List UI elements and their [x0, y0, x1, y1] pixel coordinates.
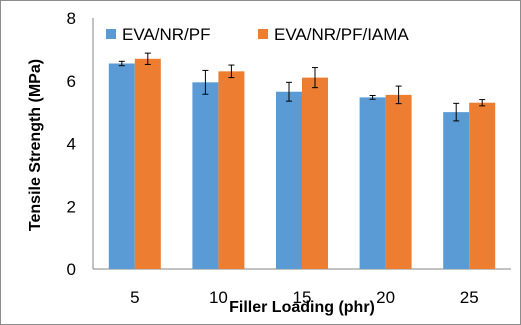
legend-label-eva-nr-pf-iama: EVA/NR/PF/IAMA [274, 25, 409, 44]
y-tick-label: 6 [67, 72, 76, 91]
bar [443, 112, 470, 269]
legend-label-eva-nr-pf: EVA/NR/PF [122, 25, 210, 44]
y-tick-labels: 0 2 4 6 8 [67, 9, 76, 279]
x-tick-label: 10 [209, 288, 228, 307]
x-tick-label: 20 [376, 288, 395, 307]
legend: EVA/NR/PF EVA/NR/PF/IAMA [106, 25, 409, 44]
y-tick-label: 2 [67, 197, 76, 216]
bar [134, 58, 161, 269]
x-tick-labels: 5 10 15 20 25 [130, 288, 479, 307]
bar [385, 94, 412, 270]
bar [218, 71, 245, 270]
x-tick-label: 5 [130, 288, 139, 307]
bar [302, 77, 328, 269]
bar [359, 97, 386, 269]
y-axis-title: Tensile Strength (MPa) [27, 59, 44, 231]
bars [108, 58, 496, 270]
y-tick-label: 0 [67, 260, 76, 279]
legend-swatch-eva-nr-pf [106, 29, 116, 39]
bar [108, 63, 135, 270]
bar [192, 82, 219, 269]
legend-swatch-eva-nr-pf-iama [258, 29, 268, 39]
x-axis-title: Filler Loading (phr) [229, 299, 375, 316]
y-tick-label: 8 [67, 9, 76, 28]
bar [276, 91, 302, 269]
y-tick-label: 4 [67, 135, 76, 154]
x-tick-label: 15 [293, 288, 312, 307]
bar [469, 102, 496, 270]
error-bars [118, 52, 486, 122]
x-tick-label: 25 [460, 288, 479, 307]
